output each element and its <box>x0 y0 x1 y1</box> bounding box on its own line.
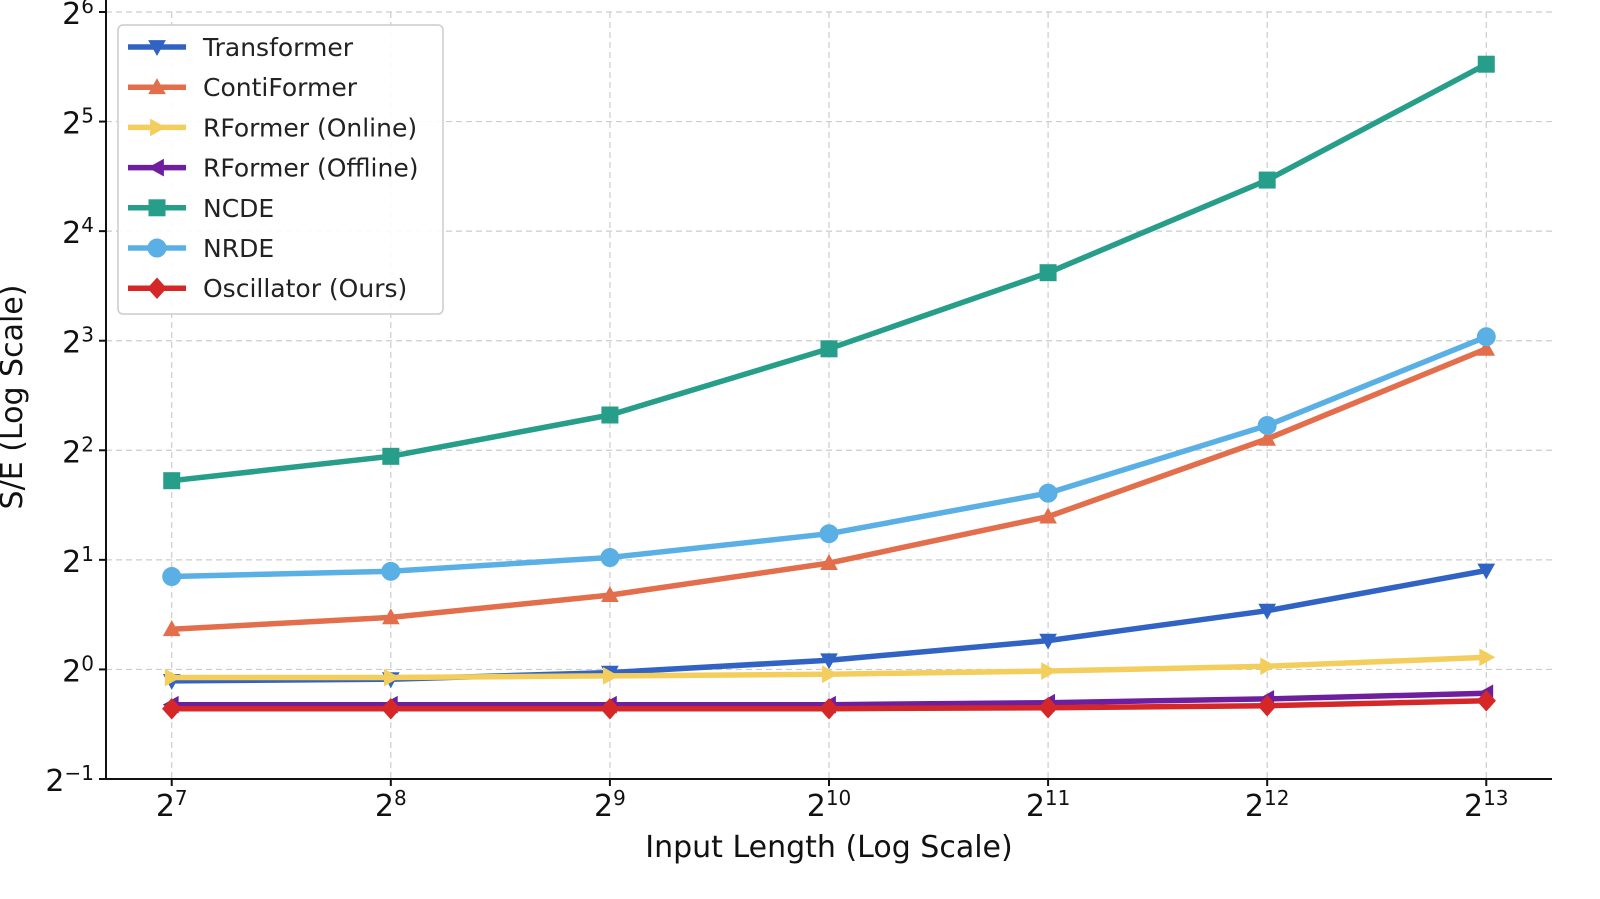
data-point <box>381 561 401 581</box>
y-tick-label: 2−1 <box>45 761 94 799</box>
legend-item: NRDE <box>128 234 274 263</box>
data-point <box>164 668 181 687</box>
y-tick-label: 24 <box>62 213 94 251</box>
x-tick-label: 212 <box>1245 786 1290 824</box>
data-point <box>1257 415 1277 435</box>
data-point <box>1038 483 1058 503</box>
data-point <box>162 567 182 587</box>
data-point <box>819 697 839 720</box>
y-tick-label: 20 <box>62 651 94 689</box>
legend-box <box>117 24 444 315</box>
data-point <box>603 667 619 685</box>
series-lines <box>162 55 1496 720</box>
series-oscillator-ours <box>162 690 1496 720</box>
legend-item: RFormer (Online) <box>128 113 417 142</box>
series-nrde <box>162 327 1496 587</box>
data-point <box>1038 696 1058 719</box>
legend-swatch-marker <box>148 78 166 95</box>
legend-item: Transformer <box>128 33 354 62</box>
legend-label: ContiFormer <box>203 73 358 102</box>
data-point <box>1039 507 1057 524</box>
data-point <box>162 620 181 637</box>
x-tick-label: 29 <box>594 786 626 824</box>
data-point <box>381 697 401 720</box>
data-point <box>382 447 400 465</box>
data-point <box>600 697 620 720</box>
data-point <box>1477 563 1496 580</box>
data-point <box>1476 690 1496 712</box>
x-tick-label: 211 <box>1026 786 1071 824</box>
series-ncde <box>163 55 1495 490</box>
legend-label: NRDE <box>203 234 274 263</box>
legend-label: RFormer (Online) <box>203 113 417 142</box>
data-point <box>1041 662 1058 680</box>
legend-item: NCDE <box>128 194 274 223</box>
series-contiformer <box>162 339 1496 637</box>
series-rformer-online <box>164 648 1496 687</box>
data-point <box>820 653 838 670</box>
legend-label: RFormer (Offline) <box>203 154 418 183</box>
data-point <box>163 472 181 490</box>
data-point <box>822 665 839 684</box>
legend-label: Oscillator (Ours) <box>203 274 407 303</box>
data-point <box>162 697 182 720</box>
y-tick-label: 21 <box>62 542 94 580</box>
y-tick-label: 22 <box>62 432 94 470</box>
legend-swatch-marker <box>150 118 167 137</box>
x-axis-label: Input Length (Log Scale) <box>645 830 1012 865</box>
data-point <box>1260 657 1277 676</box>
legend-item: RFormer (Offline) <box>128 154 418 183</box>
x-tick-label: 28 <box>375 786 407 824</box>
data-point <box>1258 171 1276 189</box>
axes <box>99 0 1552 786</box>
y-tick-label: 23 <box>62 323 94 361</box>
data-point <box>1258 429 1277 446</box>
data-point <box>1477 339 1496 356</box>
legend-swatch-marker <box>147 277 167 299</box>
x-tick-label: 213 <box>1464 786 1509 824</box>
data-point <box>1258 603 1277 620</box>
legend-swatch-marker <box>148 199 166 217</box>
data-point <box>819 524 839 544</box>
data-point <box>1257 694 1277 717</box>
legend-item: Oscillator (Ours) <box>128 274 407 303</box>
data-point <box>1476 327 1496 347</box>
legend-item: ContiFormer <box>128 73 358 102</box>
data-point <box>820 340 838 358</box>
data-point <box>600 548 620 568</box>
legend-swatch-marker <box>147 238 167 258</box>
data-point <box>601 586 619 603</box>
x-tick-label: 27 <box>156 786 188 824</box>
data-point <box>1477 55 1495 73</box>
data-point <box>820 554 838 570</box>
data-point <box>601 406 619 424</box>
legend-swatch-marker <box>148 40 166 57</box>
y-tick-label: 26 <box>62 0 94 32</box>
y-tick-label: 25 <box>62 104 94 142</box>
data-point <box>383 668 400 687</box>
data-point <box>381 608 400 625</box>
data-point <box>1039 264 1057 282</box>
legend: Transformer ContiFormer RFormer (Online) RF… <box>117 24 444 315</box>
data-point <box>1479 648 1496 667</box>
legend-label: Transformer <box>202 33 354 62</box>
legend-swatch-marker <box>147 158 164 177</box>
data-point <box>1039 633 1057 650</box>
legend-label: NCDE <box>203 194 274 223</box>
y-axis-label: S/E (Log Scale) <box>0 285 30 510</box>
tick-labels: 27 28 29 210 211 212 213 2−1 20 21 22 23 24 25 26 <box>45 0 1508 824</box>
x-tick-label: 210 <box>807 786 852 824</box>
